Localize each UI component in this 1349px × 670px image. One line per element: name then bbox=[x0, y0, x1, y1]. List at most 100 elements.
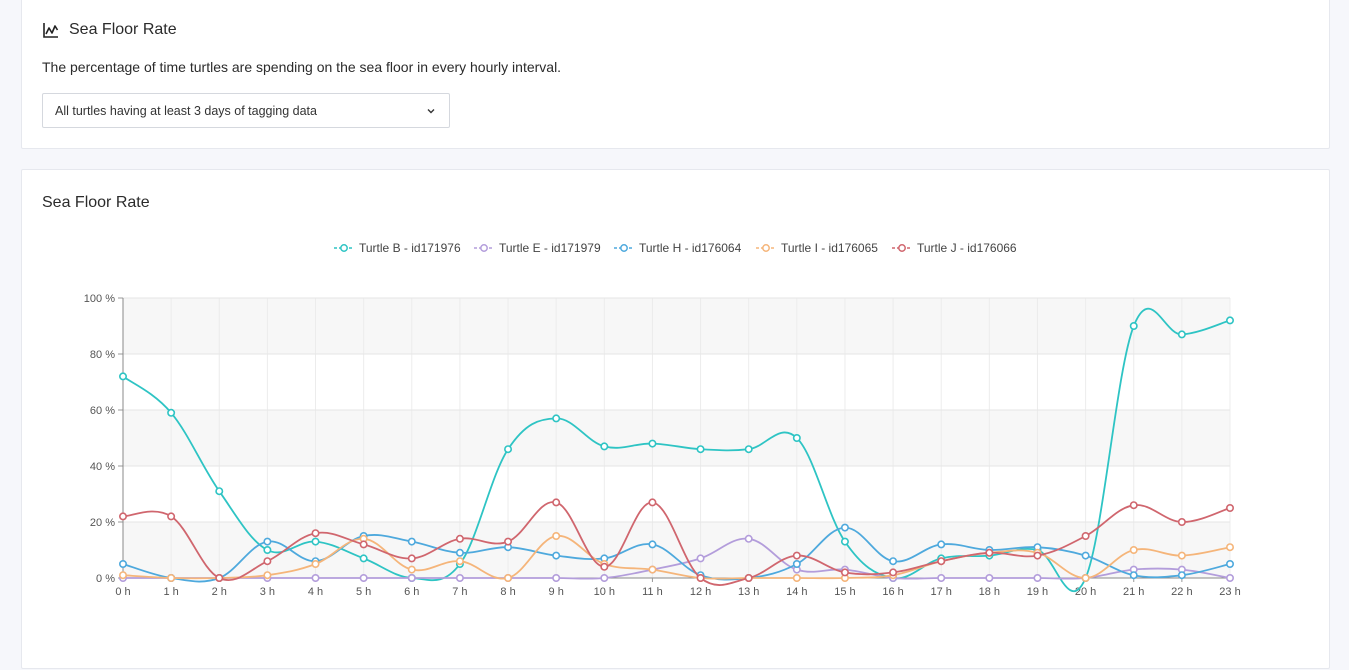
y-tick-label: 20 % bbox=[90, 517, 115, 529]
x-tick-label: 17 h bbox=[931, 586, 952, 598]
data-point bbox=[215, 573, 224, 582]
data-point bbox=[1081, 573, 1090, 582]
data-point bbox=[1177, 571, 1186, 580]
data-point bbox=[263, 545, 272, 554]
y-tick-label: 0 % bbox=[96, 573, 115, 585]
legend-item[interactable]: Turtle I - id176065 bbox=[756, 241, 878, 255]
data-point bbox=[792, 433, 801, 442]
data-point bbox=[504, 445, 513, 454]
x-tick-label: 8 h bbox=[500, 586, 515, 598]
data-point bbox=[985, 548, 994, 557]
data-point bbox=[696, 573, 705, 582]
x-tick-label: 18 h bbox=[979, 586, 1000, 598]
data-point bbox=[311, 537, 320, 546]
data-point bbox=[889, 568, 898, 577]
data-point bbox=[937, 573, 946, 582]
data-point bbox=[119, 559, 128, 568]
data-point bbox=[1226, 559, 1235, 568]
data-point bbox=[504, 573, 513, 582]
data-point bbox=[552, 551, 561, 560]
data-point bbox=[696, 554, 705, 563]
data-point bbox=[792, 573, 801, 582]
filter-card-header: Sea Floor Rate bbox=[42, 21, 177, 39]
data-point bbox=[1081, 531, 1090, 540]
legend-marker bbox=[340, 244, 348, 252]
x-tick-label: 6 h bbox=[404, 586, 419, 598]
y-tick-label: 60 % bbox=[90, 405, 115, 417]
legend-marker bbox=[762, 244, 770, 252]
legend-label: Turtle H - id176064 bbox=[639, 241, 742, 255]
data-point bbox=[455, 534, 464, 543]
x-tick-label: 20 h bbox=[1075, 586, 1096, 598]
filter-card: Sea Floor Rate The percentage of time tu… bbox=[21, 0, 1330, 149]
data-point bbox=[648, 540, 657, 549]
data-point bbox=[937, 557, 946, 566]
data-point bbox=[792, 559, 801, 568]
series-5 bbox=[119, 498, 1235, 586]
legend-item[interactable]: Turtle E - id171979 bbox=[474, 241, 601, 255]
filter-card-title: Sea Floor Rate bbox=[69, 21, 177, 38]
data-point bbox=[1129, 501, 1138, 510]
data-point bbox=[167, 408, 176, 417]
data-point bbox=[744, 445, 753, 454]
data-point bbox=[407, 573, 416, 582]
x-tick-label: 13 h bbox=[738, 586, 759, 598]
data-point bbox=[552, 414, 561, 423]
data-point bbox=[840, 568, 849, 577]
data-point bbox=[840, 537, 849, 546]
data-point bbox=[1129, 322, 1138, 331]
data-point bbox=[407, 554, 416, 563]
data-point bbox=[455, 548, 464, 557]
x-tick-label: 9 h bbox=[549, 586, 564, 598]
grid-band bbox=[123, 298, 1230, 354]
legend-marker bbox=[898, 244, 906, 252]
data-point bbox=[1177, 551, 1186, 560]
data-point bbox=[359, 540, 368, 549]
data-point bbox=[600, 562, 609, 571]
data-point bbox=[1129, 545, 1138, 554]
x-tick-label: 1 h bbox=[163, 586, 178, 598]
data-point bbox=[744, 573, 753, 582]
x-tick-label: 11 h bbox=[642, 586, 663, 598]
legend-label: Turtle J - id176066 bbox=[917, 241, 1017, 255]
sea-floor-rate-chart: 0 % 20 % 40 % 60 % 80 % 100 % 0 h 1 h 2 h 3 h 4 h 5… bbox=[84, 241, 1241, 598]
x-tick-label: 19 h bbox=[1027, 586, 1048, 598]
y-tick-label: 80 % bbox=[90, 349, 115, 361]
turtle-filter-select[interactable]: All turtles having at least 3 days of ta… bbox=[42, 93, 450, 128]
data-point bbox=[792, 551, 801, 560]
x-tick-label: 4 h bbox=[308, 586, 323, 598]
data-point bbox=[889, 557, 898, 566]
data-point bbox=[263, 537, 272, 546]
chart-legend: Turtle B - id171976 Turtle E - id171979 Tu… bbox=[334, 241, 1017, 255]
data-point bbox=[1226, 316, 1235, 325]
y-tick-label: 40 % bbox=[90, 461, 115, 473]
line-chart-icon bbox=[43, 23, 59, 38]
data-point bbox=[648, 565, 657, 574]
data-point bbox=[1033, 551, 1042, 560]
legend-item[interactable]: Turtle H - id176064 bbox=[614, 241, 742, 255]
data-point bbox=[311, 529, 320, 538]
data-point bbox=[263, 571, 272, 580]
x-tick-label: 5 h bbox=[356, 586, 371, 598]
data-point bbox=[407, 537, 416, 546]
x-tick-label: 16 h bbox=[882, 586, 903, 598]
data-point bbox=[600, 573, 609, 582]
data-point bbox=[1177, 517, 1186, 526]
data-point bbox=[263, 557, 272, 566]
data-point bbox=[119, 372, 128, 381]
x-tick-label: 7 h bbox=[452, 586, 467, 598]
data-point bbox=[552, 573, 561, 582]
legend-item[interactable]: Turtle J - id176066 bbox=[892, 241, 1017, 255]
x-tick-label: 0 h bbox=[115, 586, 130, 598]
legend-label: Turtle E - id171979 bbox=[499, 241, 601, 255]
legend-item[interactable]: Turtle B - id171976 bbox=[334, 241, 461, 255]
data-point bbox=[840, 523, 849, 532]
data-point bbox=[552, 531, 561, 540]
data-point bbox=[215, 487, 224, 496]
data-point bbox=[648, 498, 657, 507]
data-point bbox=[359, 573, 368, 582]
x-tick-label: 15 h bbox=[834, 586, 855, 598]
x-tick-label: 21 h bbox=[1123, 586, 1144, 598]
data-point bbox=[359, 554, 368, 563]
data-point bbox=[455, 573, 464, 582]
